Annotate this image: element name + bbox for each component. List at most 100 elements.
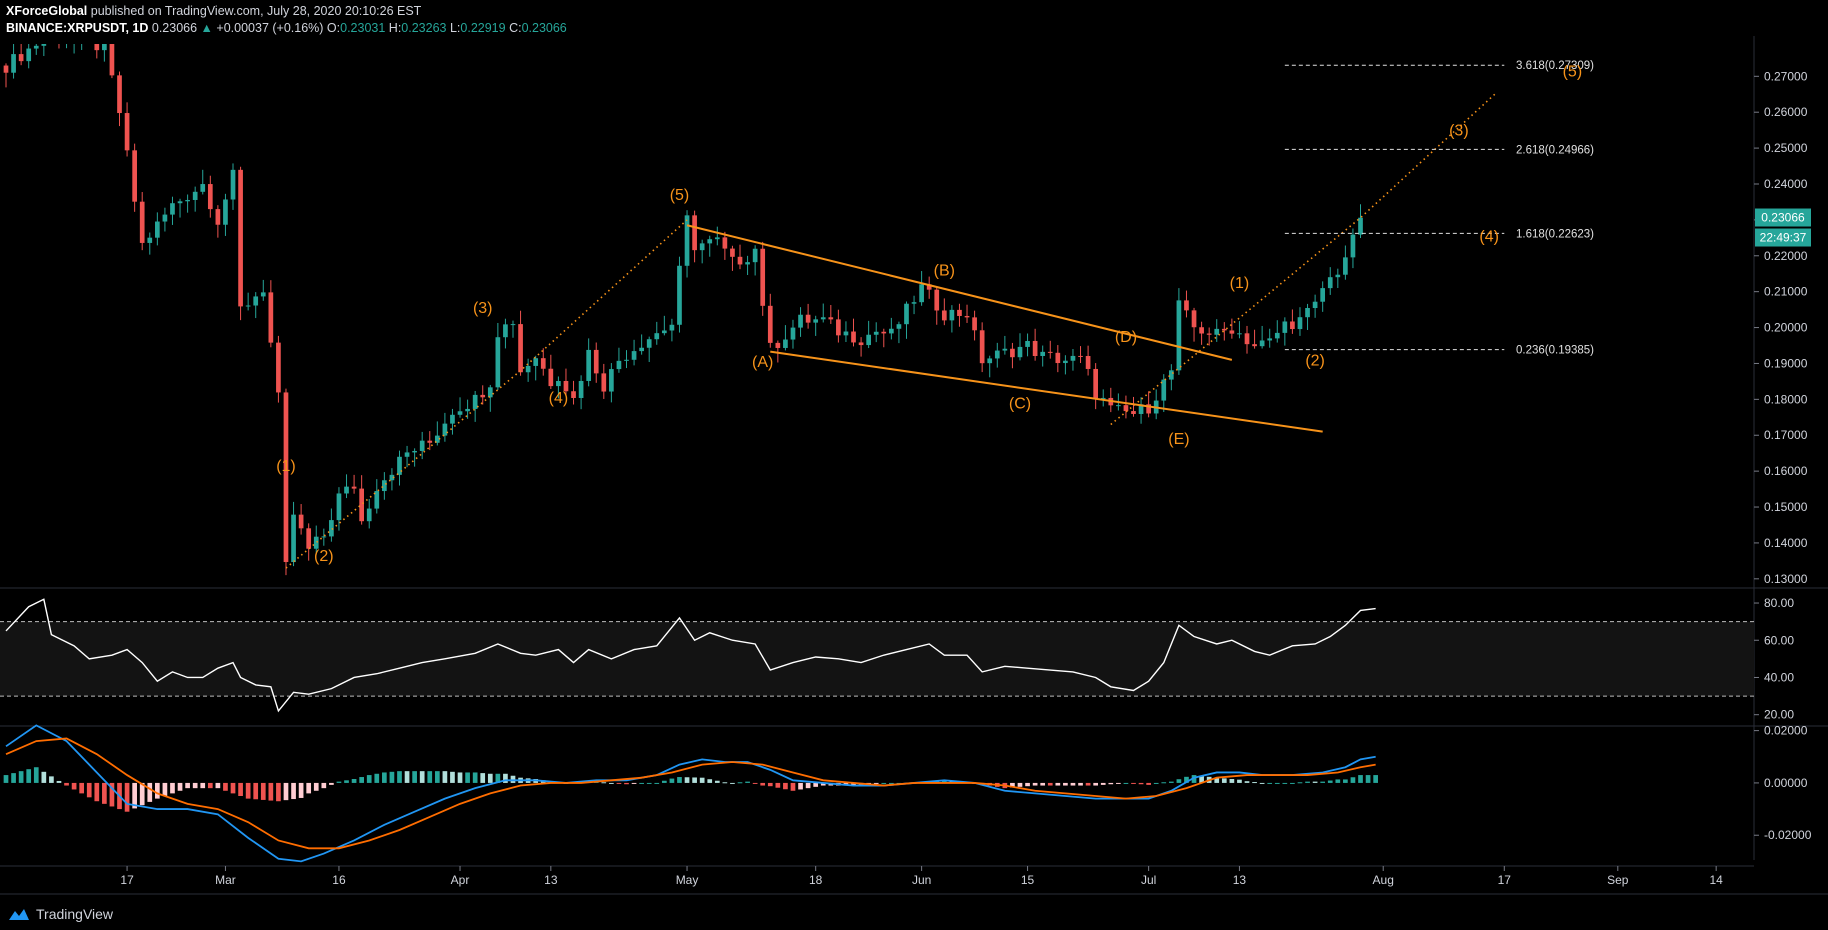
last-price-tag: [1755, 208, 1811, 227]
macd-histogram-bar: [631, 782, 637, 784]
wave-label: (E): [1168, 431, 1189, 448]
candle-body: [306, 528, 312, 549]
macd-histogram-bar: [1078, 782, 1083, 786]
macd-histogram-bar: [798, 782, 803, 790]
candle-body: [1138, 404, 1144, 414]
candle-body: [57, 31, 62, 40]
macd-histogram-bar: [881, 782, 887, 784]
open-value: 0.23031: [340, 21, 386, 35]
candle-body: [382, 480, 387, 492]
candle-body: [783, 339, 788, 348]
macd-histogram-bar: [41, 771, 47, 783]
macd-histogram-bar: [1358, 775, 1363, 783]
candle-body: [684, 215, 690, 266]
wave-label: (4): [549, 390, 569, 407]
tradingview-logo-icon: [9, 909, 29, 920]
macd-histogram-bar: [1335, 779, 1341, 783]
candle-body: [790, 327, 796, 340]
candle-body: [571, 391, 576, 398]
price-tick-label: 0.17000: [1764, 428, 1808, 442]
candle-body: [1146, 404, 1151, 414]
candle-body: [1267, 338, 1273, 341]
candle-body: [109, 44, 115, 76]
macd-histogram-bar: [851, 782, 856, 786]
time-tick-label: Jul: [1141, 873, 1156, 887]
candle-body: [3, 65, 9, 73]
candle-body: [1047, 351, 1053, 353]
macd-histogram-bar: [1093, 782, 1099, 786]
macd-histogram-bar: [1282, 782, 1288, 784]
macd-histogram-bar: [185, 782, 190, 789]
macd-histogram-bar: [730, 782, 735, 784]
close-value: 0.23066: [521, 21, 567, 35]
candle-body: [139, 201, 145, 243]
candle-body: [185, 199, 190, 202]
channel-lower-line: [770, 350, 1323, 433]
macd-histogram-bar: [321, 782, 327, 789]
change-up-icon: ▲: [200, 21, 213, 35]
candle-body: [813, 319, 819, 323]
candle-body: [223, 199, 228, 225]
open-label: O:: [326, 21, 341, 35]
candle-body: [49, 31, 54, 39]
candle-body: [624, 359, 629, 361]
candle-body: [949, 309, 955, 321]
macd-histogram-bar: [238, 782, 243, 796]
candle-body: [351, 486, 357, 489]
macd-histogram-bar: [1320, 781, 1326, 783]
macd-histogram-bar: [760, 782, 766, 786]
symbol-label[interactable]: BINANCE:XRPUSDT, 1D: [6, 21, 149, 35]
macd-histogram-bar: [450, 771, 455, 783]
macd-histogram-bar: [1312, 781, 1318, 783]
macd-histogram-bar: [442, 771, 448, 783]
low-value: 0.22919: [460, 21, 506, 35]
macd-histogram-bar: [298, 782, 304, 798]
time-tick-label: 16: [332, 873, 346, 887]
macd-histogram-bar: [419, 771, 425, 783]
macd-histogram-bar: [699, 777, 705, 783]
candle-body: [737, 256, 743, 265]
candle-body: [465, 408, 470, 412]
macd-histogram-bar: [457, 772, 463, 783]
high-value: 0.23263: [401, 21, 447, 35]
macd-histogram-bar: [1184, 776, 1189, 783]
signal-line: [5, 737, 1376, 850]
macd-histogram-bar: [722, 782, 728, 784]
candle-body: [578, 380, 584, 398]
time-tick-label: Aug: [1373, 873, 1394, 887]
macd-histogram-bar: [503, 773, 508, 783]
candle-body: [1199, 327, 1204, 334]
last-price-value: 0.23066: [151, 21, 198, 35]
macd-histogram-bar: [1123, 782, 1129, 784]
candle-timer-label: 22:49:37: [1760, 231, 1807, 245]
candle-body: [64, 40, 69, 41]
candle-body: [72, 39, 77, 40]
price-tick-label: 0.22000: [1764, 249, 1808, 263]
macd-histogram-bar: [1138, 782, 1144, 785]
candle-body: [238, 169, 243, 307]
candle-body: [1176, 300, 1182, 371]
macd-histogram-bar: [56, 780, 62, 783]
macd-histogram-bar: [366, 775, 372, 783]
candle-body: [987, 358, 993, 364]
candle-body: [631, 351, 637, 360]
candle-body: [616, 360, 622, 370]
macd-histogram-bar: [737, 782, 743, 784]
macd-histogram-bar: [661, 780, 667, 783]
candle-body: [450, 414, 455, 424]
candle-body: [162, 214, 168, 222]
candle-body: [798, 314, 803, 328]
macd-histogram-bar: [1070, 782, 1076, 786]
publisher-name[interactable]: XForceGlobal: [6, 4, 88, 18]
candle-body: [495, 337, 501, 388]
macd-histogram-bar: [1350, 777, 1356, 783]
price-tick-label: 0.18000: [1764, 392, 1808, 406]
candle-body: [1290, 321, 1295, 330]
price-tick-label: 0.15000: [1764, 500, 1808, 514]
candle-body: [896, 324, 902, 329]
macd-histogram-bar: [313, 782, 319, 791]
tradingview-brand[interactable]: TradingView: [8, 906, 113, 922]
macd-histogram-bar: [245, 782, 251, 799]
high-label: H:: [388, 21, 402, 35]
